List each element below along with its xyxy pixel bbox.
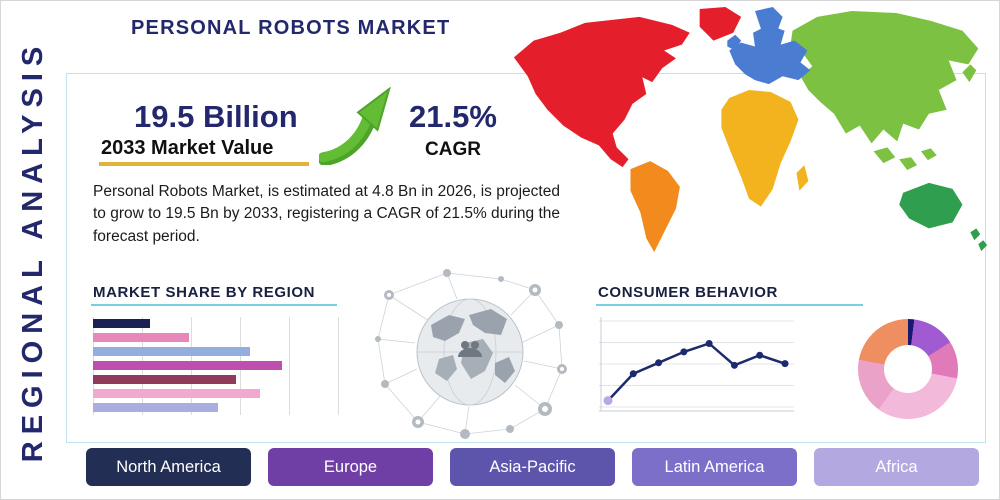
island-uk [727,34,742,51]
island-greenland [699,7,742,41]
region-button-latin-america[interactable]: Latin America [632,448,797,486]
growth-arrow-icon [319,87,391,165]
globe-continents [431,309,515,383]
globe-network-illustration [375,269,567,439]
region-buttons: North America Europe Asia-Pacific Latin Ame… [86,448,979,486]
market-share-bar-5 [93,375,236,384]
world-map [513,7,988,253]
region-button-africa[interactable]: Africa [814,448,979,486]
island-new-zealand [970,228,988,252]
market-share-bar-3 [93,347,251,356]
continent-africa [721,90,799,207]
node-highlights [387,287,564,425]
region-button-asia-pacific[interactable]: Asia-Pacific [450,448,615,486]
cagr-value: 21.5% [409,99,497,134]
market-share-bar-4 [93,361,283,370]
market-description: Personal Robots Market, is estimated at … [93,183,560,245]
market-value-label: 2033 Market Value [101,137,274,159]
island-indonesia [873,147,937,171]
consumer-behavior-underline [596,304,863,306]
market-share-bar-chart [93,317,339,415]
cagr-label: CAGR [425,139,481,160]
region-button-europe[interactable]: Europe [268,448,433,486]
continent-europe [729,24,811,85]
continent-south-america [630,161,680,253]
market-share-title: MARKET SHARE BY REGION [93,284,316,301]
region-button-north-america[interactable]: North America [86,448,251,486]
market-share-bar-7 [93,403,219,412]
island-madagascar [796,165,809,191]
regional-analysis-label: REGIONAL ANALYSIS [17,39,49,463]
market-share-bar-1 [93,319,150,328]
market-value: 19.5 Billion [134,99,298,134]
consumer-behavior-title: CONSUMER BEHAVIOR [598,284,778,301]
continent-north-america [513,16,690,168]
market-share-bar-2 [93,333,189,342]
people-icon [458,341,482,357]
market-share-bar-6 [93,389,261,398]
page-title: PERSONAL ROBOTS MARKET [131,17,451,39]
island-japan [962,64,977,83]
continent-asia [790,10,979,144]
gold-underline [99,162,309,166]
continent-australia [899,182,963,229]
market-share-underline [91,304,337,306]
region-scandinavia [754,7,783,33]
donut-chart [858,319,958,419]
consumer-behavior-line-chart [599,317,794,412]
